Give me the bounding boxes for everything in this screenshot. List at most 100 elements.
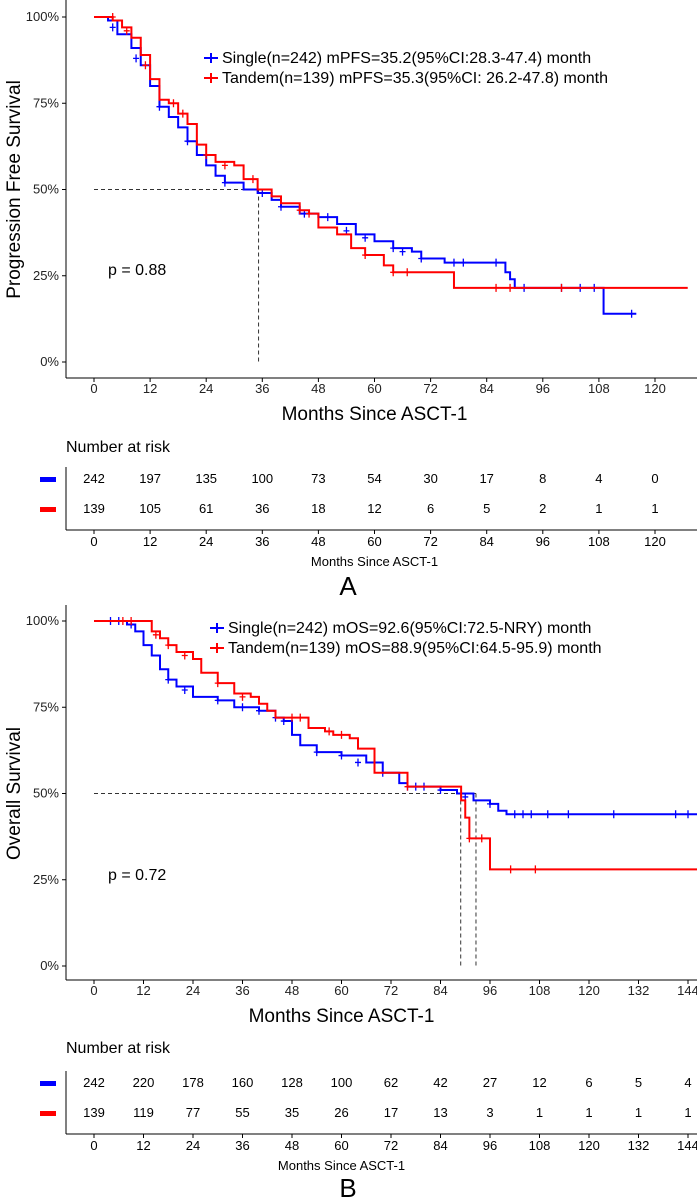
risk-count: 17 <box>479 471 493 486</box>
risk-row-color-key <box>40 1081 56 1086</box>
y-tick-label: 100% <box>26 613 60 628</box>
censor-mark <box>610 810 617 819</box>
y-tick-label: 50% <box>33 786 59 801</box>
censor-mark <box>109 13 116 21</box>
y-tick-label: 75% <box>33 95 59 110</box>
x-tick-label: 108 <box>529 983 551 998</box>
risk-count: 6 <box>585 1075 592 1090</box>
censor-mark <box>133 54 140 63</box>
censor-mark <box>493 258 500 267</box>
x-tick-label: 132 <box>628 983 650 998</box>
censor-mark <box>156 102 163 111</box>
risk-count: 1 <box>651 501 658 516</box>
panel-B: 0%25%50%75%100%0 12 24 36 48 60 72 84 96 108 120 13… <box>4 605 697 1200</box>
censor-mark <box>297 713 304 722</box>
y-tick-label: 75% <box>33 699 59 714</box>
censor-mark <box>296 206 303 215</box>
risk-x-tick-label: 36 <box>235 1138 249 1153</box>
censor-mark <box>487 799 493 808</box>
y-axis-title: Progression Free Survival <box>4 80 25 299</box>
risk-count: 119 <box>133 1105 154 1120</box>
risk-count: 197 <box>139 471 161 486</box>
risk-x-tick-label: 60 <box>334 1138 348 1153</box>
risk-count: 36 <box>255 501 269 516</box>
censor-mark <box>123 26 130 35</box>
legend-key-tandem <box>210 643 224 653</box>
legend-label: Single(n=242) mPFS=35.2(95%CI:28.3-47.4)… <box>222 50 591 67</box>
risk-count: 61 <box>199 501 213 516</box>
censor-mark <box>450 258 457 267</box>
risk-x-tick-label: 96 <box>483 1138 497 1153</box>
censor-mark <box>466 834 473 843</box>
risk-table-title: Number at risk <box>66 439 171 456</box>
legend-label: Tandem(n=139) mOS=88.9(95%CI:64.5-95.9) … <box>228 640 602 657</box>
censor-mark <box>390 268 397 277</box>
risk-count: 160 <box>232 1075 254 1090</box>
x-tick-label: 84 <box>433 983 447 998</box>
censor-mark <box>152 630 159 639</box>
risk-x-tick-label: 48 <box>285 1138 299 1153</box>
risk-count: 3 <box>486 1105 493 1120</box>
censor-mark <box>338 751 345 760</box>
risk-x-tick-label: 120 <box>644 534 666 549</box>
risk-count: 105 <box>139 501 161 516</box>
censor-mark <box>249 175 256 184</box>
censor-mark <box>362 233 369 242</box>
censor-mark <box>507 283 514 292</box>
risk-count: 26 <box>334 1105 348 1120</box>
censor-mark <box>511 810 518 819</box>
x-tick-label: 72 <box>423 381 437 396</box>
risk-count: 12 <box>367 501 381 516</box>
p-value: p = 0.72 <box>108 867 166 884</box>
censor-mark <box>170 99 177 108</box>
censor-mark <box>128 617 135 625</box>
censor-mark <box>119 617 126 625</box>
legend-key-single <box>204 53 218 63</box>
risk-x-tick-label: 24 <box>199 534 213 549</box>
censor-mark <box>289 713 295 722</box>
risk-x-tick-label: 72 <box>423 534 437 549</box>
censor-mark <box>214 679 221 688</box>
censor-mark <box>109 23 116 32</box>
censor-mark <box>628 309 635 318</box>
censor-mark <box>478 834 485 843</box>
risk-count: 54 <box>367 471 381 486</box>
censor-mark <box>558 283 565 292</box>
p-value: p = 0.88 <box>108 262 166 279</box>
x-axis-title: Months Since ASCT-1 <box>282 404 468 425</box>
y-tick-label: 50% <box>33 182 59 197</box>
survival-curve-tandem <box>94 16 688 289</box>
risk-x-tick-label: 24 <box>186 1138 200 1153</box>
x-tick-label: 84 <box>479 381 493 396</box>
risk-count: 8 <box>539 471 546 486</box>
risk-x-tick-label: 48 <box>311 534 325 549</box>
risk-row-color-key <box>40 1111 56 1116</box>
x-tick-label: 120 <box>578 983 600 998</box>
x-tick-label: 24 <box>199 381 213 396</box>
censor-mark <box>404 782 411 791</box>
x-tick-label: 120 <box>644 381 666 396</box>
risk-count: 6 <box>427 501 434 516</box>
censor-mark <box>399 247 406 256</box>
risk-count: 139 <box>83 1105 105 1120</box>
panel-A: 0%25%50%75%100%0 12 24 36 48 60 72 84 96 108 120Mo… <box>4 0 697 601</box>
risk-x-tick-label: 0 <box>90 534 97 549</box>
censor-mark <box>181 686 188 694</box>
risk-count: 62 <box>384 1075 398 1090</box>
censor-mark <box>313 748 320 757</box>
x-tick-label: 108 <box>588 381 610 396</box>
censor-mark <box>239 703 246 712</box>
risk-x-tick-label: 132 <box>628 1138 650 1153</box>
risk-table-title: Number at risk <box>66 1040 171 1057</box>
risk-count: 242 <box>83 471 105 486</box>
risk-x-tick-label: 12 <box>143 534 157 549</box>
censor-mark <box>324 213 331 222</box>
censor-mark <box>362 251 369 260</box>
censor-mark <box>142 61 149 70</box>
x-axis-title: Months Since ASCT-1 <box>249 1006 435 1027</box>
y-tick-label: 0% <box>40 354 59 369</box>
risk-count: 18 <box>311 501 325 516</box>
censor-mark <box>338 730 345 739</box>
censor-mark <box>179 109 186 118</box>
